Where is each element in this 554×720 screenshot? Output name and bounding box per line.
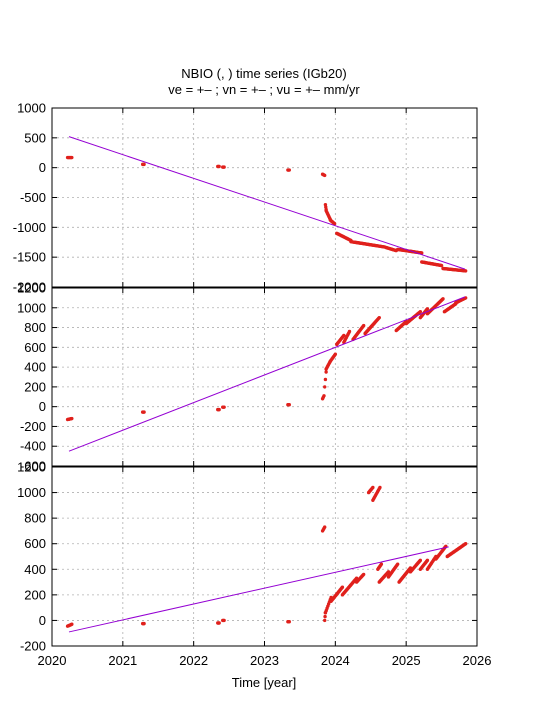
plot-frame [51, 287, 478, 467]
y-tick-label: -1000 [13, 220, 46, 235]
data-point [361, 323, 366, 328]
data-point [287, 620, 291, 624]
y-tick-label: 200 [24, 587, 46, 602]
y-tick-label: -200 [20, 419, 46, 434]
data-point [340, 585, 345, 589]
panels: 10005000-500-1000-1500-20001200100080060… [13, 101, 492, 669]
data-point [395, 562, 400, 566]
data-point [463, 542, 468, 546]
x-tick-label: 2021 [108, 653, 137, 668]
data-point [347, 329, 352, 334]
data-point [217, 164, 221, 169]
data-point [142, 162, 146, 167]
data-point [439, 263, 444, 268]
y-tick-label: 1000 [17, 300, 46, 315]
x-tick-label: 2024 [321, 653, 350, 668]
y-tick-label: -500 [20, 190, 46, 205]
data-point [322, 394, 326, 398]
data-point [323, 618, 327, 623]
data-point [361, 572, 366, 577]
data-point [287, 168, 291, 172]
y-tick-label: -600 [20, 459, 46, 474]
y-tick-label: 200 [24, 379, 46, 394]
x-tick-label: 2026 [463, 653, 492, 668]
panel-1: 1000 500 0 -500 -1000 -1500 -2000 [13, 101, 478, 295]
x-tick-label: 2023 [250, 653, 279, 668]
data-point [323, 385, 327, 389]
data-point [324, 370, 328, 374]
x-axis-label: Time [year] [232, 675, 297, 690]
x-tick-label: 2020 [38, 653, 67, 668]
y-tick-label: 400 [24, 360, 46, 375]
y-tick-label: 800 [24, 511, 46, 526]
trend-line [68, 296, 466, 452]
data-point [379, 562, 384, 566]
data-point [386, 570, 391, 574]
data-point [441, 297, 445, 301]
data-point [332, 222, 337, 226]
data-point [371, 485, 375, 490]
data-point [287, 402, 291, 407]
y-tick-label: 1200 [17, 460, 46, 475]
y-tick-label: 0 [39, 160, 46, 175]
y-tick-label: -200 [20, 639, 46, 654]
data-point [323, 377, 328, 382]
trend-line [68, 136, 466, 270]
data-point [70, 622, 74, 626]
data-point [418, 558, 423, 563]
y-tick-label: 1000 [17, 485, 46, 500]
data-point [70, 155, 74, 160]
x-tick-label: 2025 [392, 653, 421, 668]
y-tick-label: 600 [24, 340, 46, 355]
y-tick-label: 500 [24, 130, 46, 145]
data-point [323, 173, 327, 178]
data-point [425, 307, 430, 311]
data-point [70, 416, 74, 421]
data-point [323, 614, 327, 619]
panel-2: 1200 1000 800 600 400 200 0 -200 -400 -600 [17, 281, 478, 474]
y-tick-label: -2000 [13, 280, 46, 295]
y-tick-label: 600 [24, 536, 46, 551]
data-point [222, 405, 226, 409]
data-point [378, 485, 382, 490]
chart-subtitle: ve = +– ; vn = +– ; vu = +– mm/yr [168, 82, 360, 97]
data-point [463, 269, 468, 273]
y-tick-label: 1200 [17, 281, 46, 296]
data-point [377, 315, 381, 320]
data-point [217, 407, 221, 412]
data-point [418, 310, 423, 314]
y-tick-label: 1000 [17, 101, 46, 116]
data-point [142, 410, 146, 414]
y-tick-label: 400 [24, 562, 46, 577]
y-tick-label: 800 [24, 320, 46, 335]
chart-title: NBIO (, ) time series (IGb20) [181, 66, 346, 81]
data-point [222, 165, 226, 169]
plot-frame [51, 107, 478, 288]
data-point [217, 621, 221, 625]
data-point [342, 333, 346, 338]
data-point [323, 525, 327, 529]
y-tick-label: 0 [39, 399, 46, 414]
y-tick-label: 0 [39, 613, 46, 628]
plot-frame [51, 466, 478, 647]
data-point [425, 558, 430, 563]
y-tick-label: -400 [20, 439, 46, 454]
trend-line [68, 546, 449, 633]
data-point [222, 618, 226, 623]
data-point [333, 352, 338, 356]
y-tick-label: -1500 [13, 250, 46, 265]
data-point [142, 621, 146, 626]
x-tick-label: 2022 [179, 653, 208, 668]
